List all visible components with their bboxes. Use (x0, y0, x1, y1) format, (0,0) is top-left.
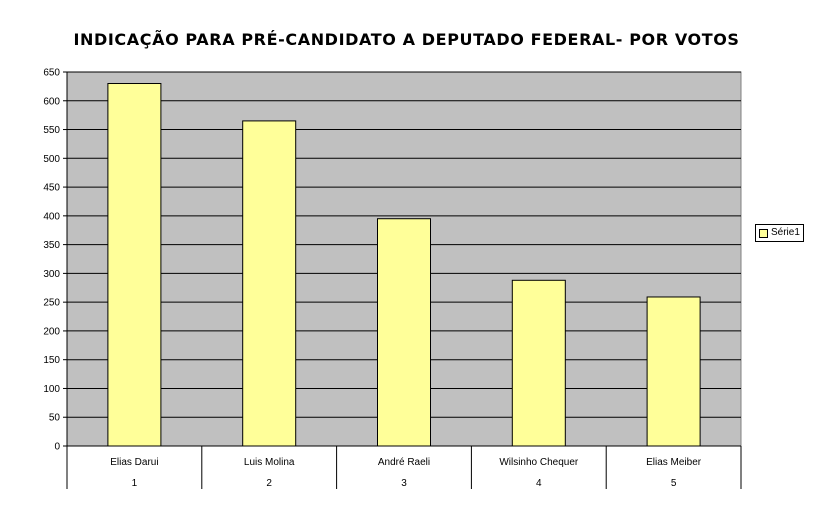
y-tick-label: 400 (43, 211, 60, 222)
y-tick-label: 600 (43, 96, 60, 107)
y-tick-label: 450 (43, 183, 60, 194)
category-label: Elias Meiber (646, 457, 702, 468)
category-number: 4 (536, 478, 542, 489)
category-label: André Raeli (378, 457, 430, 468)
y-tick-label: 550 (43, 125, 60, 136)
y-tick-label: 50 (49, 413, 61, 424)
y-tick-label: 150 (43, 355, 60, 366)
bar (107, 83, 162, 447)
chart-title: INDICAÇÃO PARA PRÉ-CANDIDATO A DEPUTADO … (73, 30, 740, 49)
y-tick-label: 250 (43, 298, 60, 309)
legend-swatch (759, 228, 768, 238)
bar (377, 218, 431, 447)
bar (511, 279, 566, 447)
y-tick-label: 200 (43, 326, 60, 337)
category-label: Elias Darui (110, 457, 158, 468)
category-number: 3 (401, 478, 407, 489)
y-axis: 0 50 100 150 200 250 300 350 400 450 500 550 600 650 (43, 68, 68, 453)
y-tick-label: 0 (54, 442, 60, 453)
y-tick-label: 650 (43, 68, 60, 79)
category-number: 2 (266, 478, 272, 489)
legend-label: Série1 (771, 227, 800, 238)
category-label: Luis Molina (244, 457, 295, 468)
category-label: Wilsinho Chequer (499, 457, 579, 468)
bar (242, 120, 297, 447)
x-axis: Elias Darui 1 Luis Molina 2 André Raeli 3 Wils… (66, 445, 742, 489)
y-tick-label: 500 (43, 154, 60, 165)
bar (646, 296, 701, 447)
y-tick-label: 100 (43, 384, 60, 395)
bars (107, 83, 701, 447)
category-number: 5 (671, 478, 677, 489)
y-tick-label: 300 (43, 269, 60, 280)
category-number: 1 (132, 478, 138, 489)
legend: Série1 (755, 224, 804, 242)
y-tick-label: 350 (43, 240, 60, 251)
